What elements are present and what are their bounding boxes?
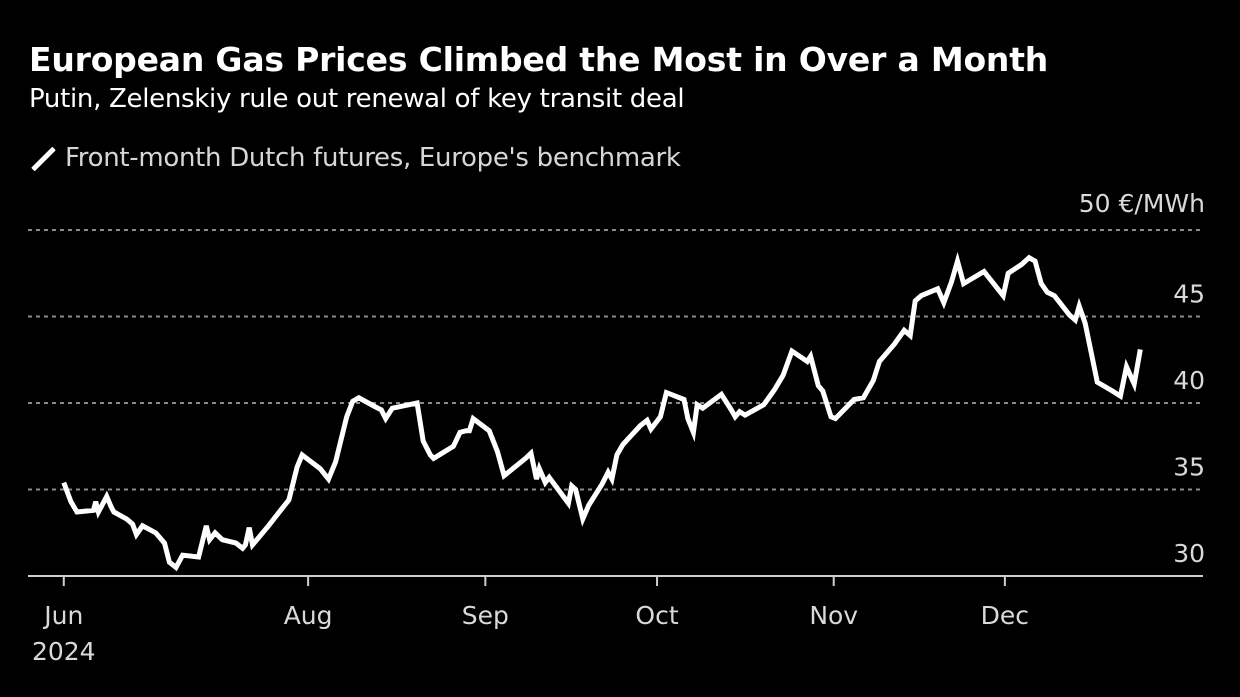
chart-subtitle: Putin, Zelenskiy rule out renewal of key… bbox=[29, 84, 685, 114]
y-axis-ticks: 30 35 40 45 50 €/MWh bbox=[1079, 189, 1205, 568]
y-tick-label: 40 bbox=[1173, 366, 1205, 395]
chart-title: European Gas Prices Climbed the Most in … bbox=[29, 40, 1049, 79]
x-tick-label: Nov bbox=[809, 601, 858, 630]
y-tick-label: 45 bbox=[1173, 280, 1205, 309]
series-line bbox=[61, 251, 1143, 572]
y-tick-label: 35 bbox=[1173, 453, 1205, 482]
gridlines bbox=[28, 229, 1203, 491]
x-tick-label: Dec bbox=[981, 601, 1029, 630]
legend: Front-month Dutch futures, Europe's benc… bbox=[29, 140, 681, 176]
x-tick-label: Aug bbox=[284, 601, 333, 630]
x-tick-label: Jun bbox=[42, 601, 83, 630]
legend-label: Front-month Dutch futures, Europe's benc… bbox=[65, 143, 681, 173]
y-tick-label: 50 €/MWh bbox=[1079, 189, 1205, 218]
x-tick-sublabel: 2024 bbox=[32, 637, 96, 666]
x-tick-label: Oct bbox=[635, 601, 678, 630]
series-layer bbox=[61, 251, 1143, 572]
x-tick-label: Sep bbox=[462, 601, 509, 630]
y-tick-label: 30 bbox=[1173, 539, 1205, 568]
x-axis: Jun 2024 Aug Sep Oct Nov Dec bbox=[28, 575, 1203, 666]
